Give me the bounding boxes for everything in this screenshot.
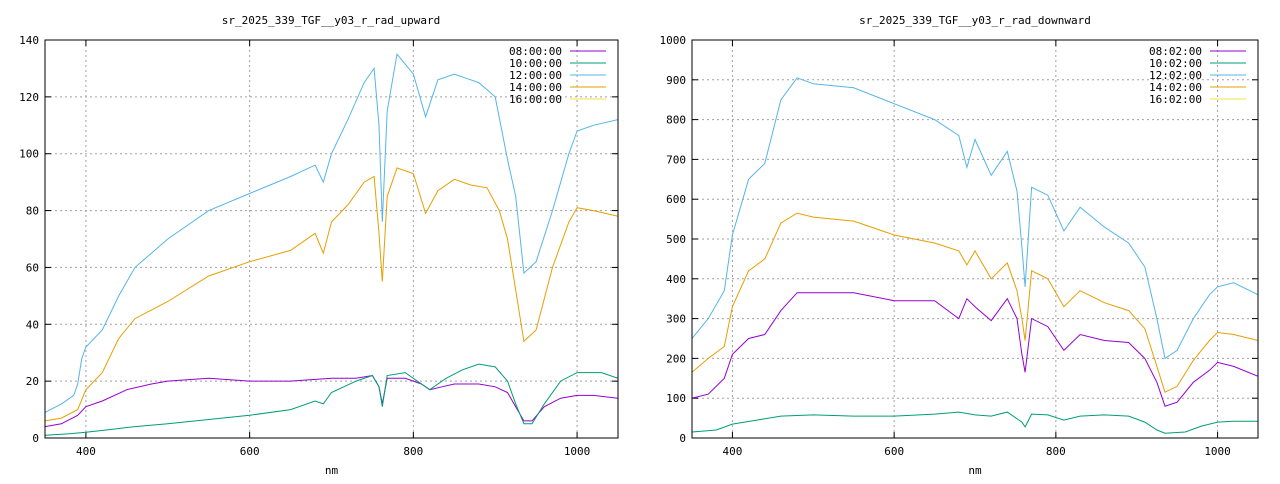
x-axis-label: nm — [325, 464, 339, 477]
series-group — [692, 77, 1258, 434]
y-tick-label: 100 — [19, 148, 39, 161]
y-tick-label: 500 — [666, 233, 686, 246]
y-tick-label: 200 — [666, 352, 686, 365]
x-tick-label: 1000 — [564, 445, 591, 458]
series-group — [45, 53, 618, 436]
x-tick-label: 1000 — [1204, 445, 1231, 458]
series-line-140200 — [692, 212, 1258, 393]
legend-label: 12:02:00 — [1149, 69, 1202, 82]
chart-panel-upward: sr_2025_339_TGF__y03_r_rad_upward 0 20 40 60… — [0, 0, 640, 480]
y-tick-label: 140 — [19, 34, 39, 47]
chart-upward: sr_2025_339_TGF__y03_r_rad_upward 0 20 40 60… — [19, 14, 619, 477]
series-line-120200 — [692, 77, 1258, 360]
y-tick-label: 60 — [26, 261, 39, 274]
plot-frame — [691, 39, 1259, 439]
y-tick-label: 400 — [666, 273, 686, 286]
y-tick-label: 80 — [26, 205, 39, 218]
legend-label: 12:00:00 — [509, 69, 562, 82]
y-tick-label: 0 — [32, 432, 39, 445]
y-tick-label: 300 — [666, 313, 686, 326]
x-tick-label: 600 — [884, 445, 904, 458]
chart-panel-downward: sr_2025_339_TGF__y03_r_rad_downward 0 100 2… — [640, 0, 1280, 480]
series-line-080200 — [692, 292, 1258, 407]
y-tick-label: 700 — [666, 153, 686, 166]
series-line-100200 — [692, 411, 1258, 434]
y-tick-label: 20 — [26, 375, 39, 388]
x-tick-label: 800 — [1046, 445, 1066, 458]
x-tick-label: 800 — [403, 445, 423, 458]
series-line-140000 — [45, 167, 618, 422]
series-line-080000 — [45, 374, 618, 428]
legend-label: 08:02:00 — [1149, 45, 1202, 58]
y-tick-label: 100 — [666, 392, 686, 405]
y-tick-label: 0 — [679, 432, 686, 445]
x-axis-label: nm — [968, 464, 982, 477]
y-tick-label: 900 — [666, 74, 686, 87]
legend-label: 10:02:00 — [1149, 57, 1202, 70]
x-tick-label: 400 — [76, 445, 96, 458]
y-tick-label: 800 — [666, 114, 686, 127]
y-tick-label: 600 — [666, 193, 686, 206]
x-tick-label: 400 — [722, 445, 742, 458]
y-tick-label: 120 — [19, 91, 39, 104]
series-line-100000 — [45, 363, 618, 436]
x-tick-label: 600 — [240, 445, 260, 458]
chart-title: sr_2025_339_TGF__y03_r_rad_downward — [859, 14, 1091, 27]
plot-frame — [44, 39, 619, 439]
legend-label: 16:02:00 — [1149, 93, 1202, 106]
legend-label: 14:02:00 — [1149, 81, 1202, 94]
y-tick-label: 1000 — [660, 34, 687, 47]
series-line-120000 — [45, 53, 618, 413]
y-tick-label: 40 — [26, 318, 39, 331]
legend-label: 16:00:00 — [509, 93, 562, 106]
legend-label: 14:00:00 — [509, 81, 562, 94]
legend-label: 10:00:00 — [509, 57, 562, 70]
chart-title: sr_2025_339_TGF__y03_r_rad_upward — [222, 14, 441, 27]
chart-downward: sr_2025_339_TGF__y03_r_rad_downward 0 100 2… — [660, 14, 1259, 477]
legend-label: 08:00:00 — [509, 45, 562, 58]
